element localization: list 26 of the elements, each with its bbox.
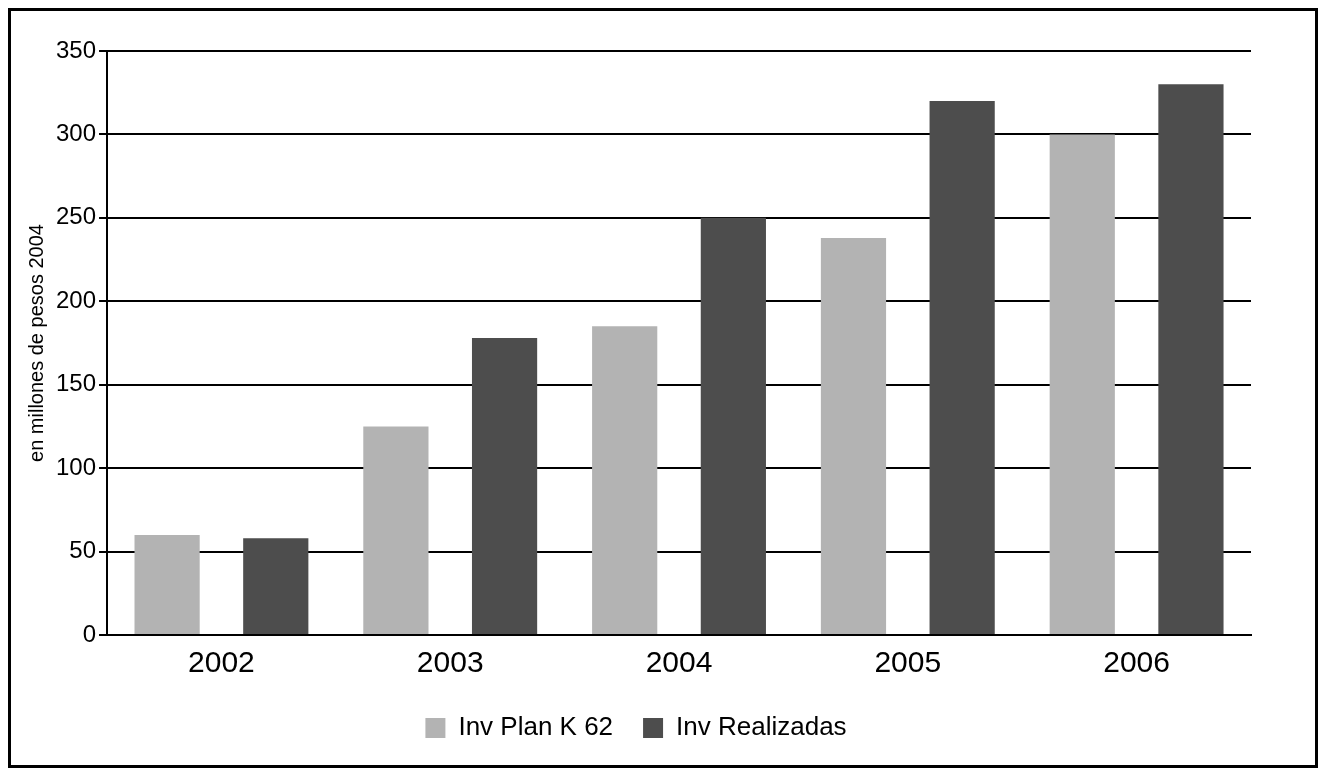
bar xyxy=(243,538,309,634)
y-tick-label: 300 xyxy=(56,119,97,147)
bar xyxy=(1049,134,1115,634)
bar xyxy=(592,326,658,634)
y-tick-label: 100 xyxy=(56,452,97,480)
y-tick-label: 200 xyxy=(56,285,97,313)
y-tick-label: 250 xyxy=(56,202,97,230)
y-tick-label: 50 xyxy=(69,536,97,564)
x-tick-label: 2005 xyxy=(874,645,942,679)
x-tick-label: 2002 xyxy=(188,645,255,679)
bar xyxy=(1158,84,1224,634)
bar xyxy=(929,101,995,634)
y-axis-title: en millones de pesos 2004 xyxy=(24,224,47,462)
bar xyxy=(820,237,887,634)
x-tick-label: 2004 xyxy=(645,645,713,679)
y-tick-label: 0 xyxy=(82,619,97,647)
bar xyxy=(134,534,200,634)
bar xyxy=(471,337,538,634)
x-tick-label: 2003 xyxy=(416,645,484,679)
x-tick-label: 2006 xyxy=(1103,645,1170,679)
legend-label: Inv Plan K 62 xyxy=(458,711,614,742)
y-tick-label: 350 xyxy=(56,35,97,63)
legend-label: Inv Realizadas xyxy=(676,711,847,742)
bar xyxy=(363,426,429,634)
y-tick-label: 150 xyxy=(56,369,97,397)
bar xyxy=(700,217,766,634)
